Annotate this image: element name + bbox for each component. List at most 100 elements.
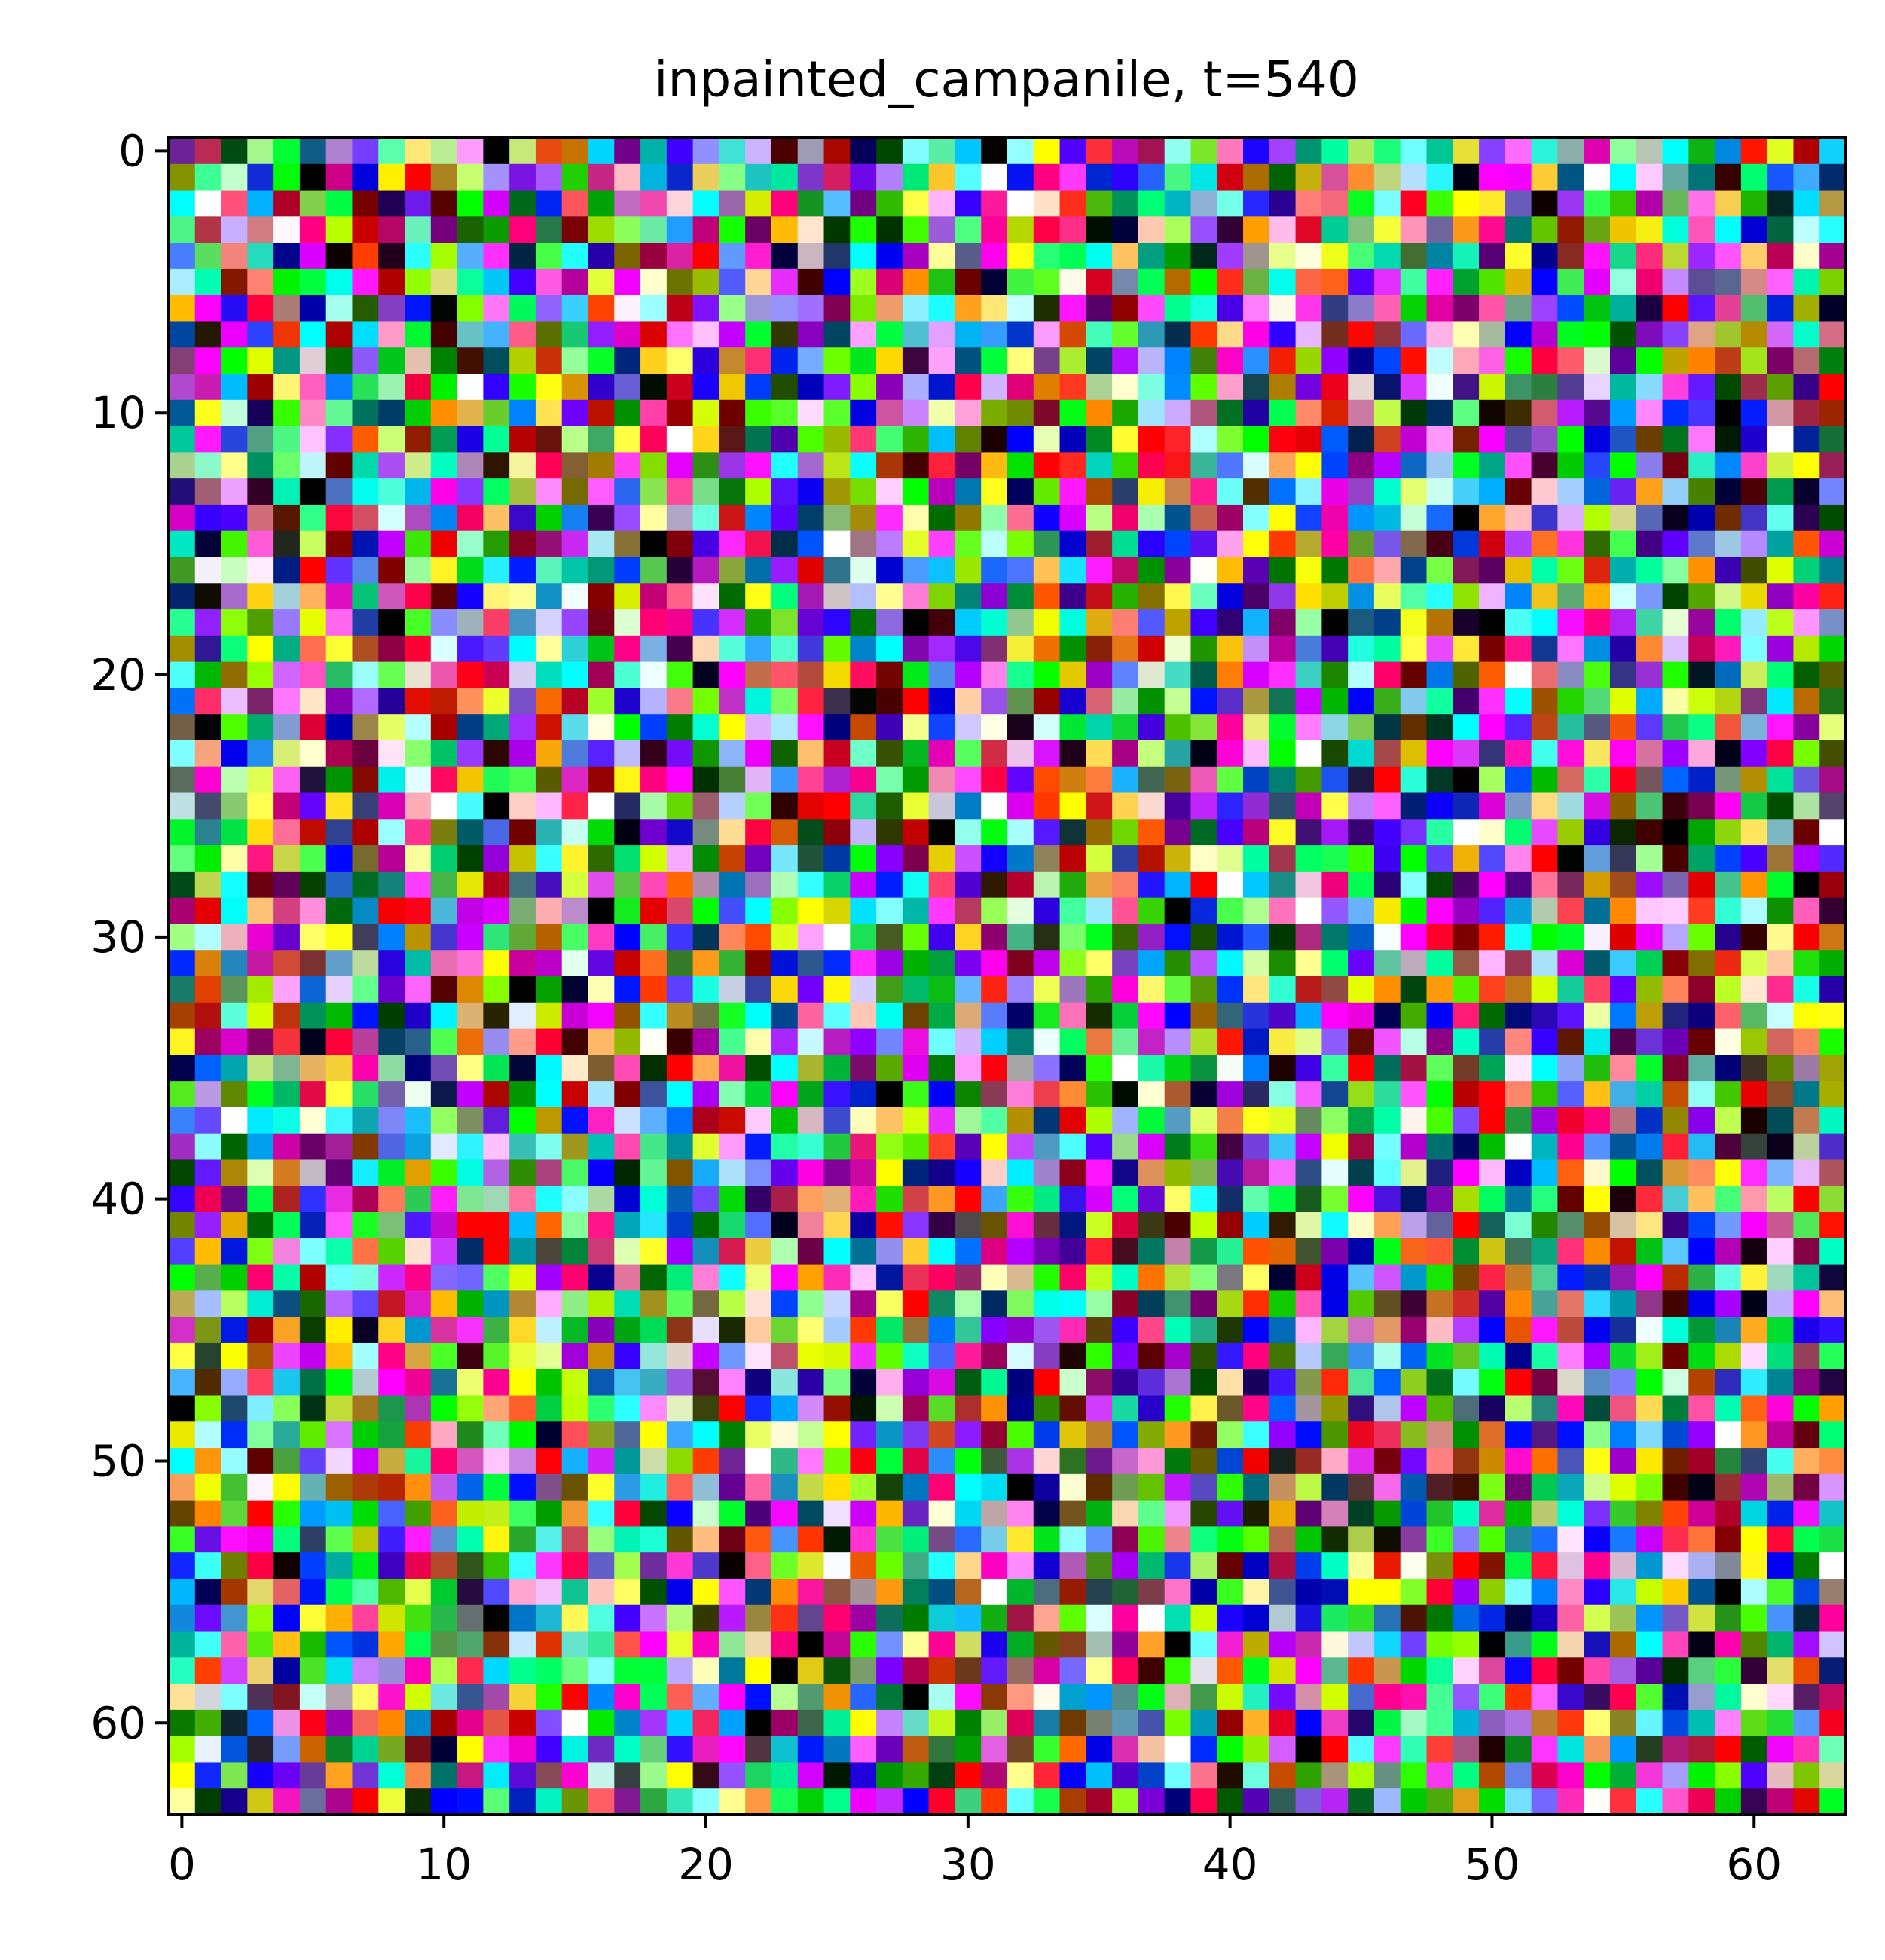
image-pixel [955,374,982,401]
image-pixel [273,1133,301,1161]
image-pixel [1819,1290,1847,1317]
image-pixel [614,1709,641,1737]
image-pixel [981,1604,1008,1632]
image-pixel [1164,1473,1192,1501]
image-pixel [850,924,877,951]
image-pixel [1793,1448,1820,1475]
image-pixel [1112,1317,1139,1344]
image-pixel [457,295,484,322]
image-pixel [221,374,248,401]
image-pixel [588,792,615,820]
image-pixel [1453,1369,1480,1397]
image-pixel [483,1500,510,1528]
image-pixel [221,1028,248,1055]
image-pixel [221,688,248,715]
image-pixel [1819,1238,1847,1265]
image-pixel [719,950,746,977]
image-pixel [902,1369,930,1397]
image-pixel [1740,688,1768,715]
image-pixel [1269,190,1297,217]
image-pixel [1007,1238,1034,1265]
image-pixel [1243,190,1270,217]
image-pixel [797,766,825,794]
image-pixel [955,583,982,610]
image-pixel [666,1055,694,1082]
image-pixel [535,1028,563,1055]
image-pixel [1740,1342,1768,1370]
image-pixel [1609,268,1637,296]
image-pixel [1112,766,1139,794]
image-pixel [797,1159,825,1186]
image-pixel [273,1604,301,1632]
image-pixel [1295,740,1322,768]
image-pixel [1793,1762,1820,1789]
image-pixel [1086,792,1113,820]
image-pixel [588,897,615,925]
image-pixel [1453,897,1480,925]
image-pixel [876,1081,903,1108]
image-pixel [1164,583,1192,610]
image-pixel [1819,1421,1847,1449]
image-pixel [194,871,222,899]
image-pixel [1531,1500,1559,1528]
image-pixel [1715,1317,1742,1344]
image-pixel [823,557,851,584]
image-pixel [273,1107,301,1134]
image-pixel [797,1369,825,1397]
image-pixel [588,1002,615,1030]
image-pixel [1715,530,1742,558]
image-pixel [1479,924,1506,951]
image-pixel [169,1212,196,1239]
image-pixel [1819,1788,1847,1815]
image-pixel [797,1107,825,1134]
image-pixel [955,426,982,453]
image-pixel [981,792,1008,820]
image-pixel [247,1159,274,1186]
image-pixel [221,138,248,165]
image-pixel [1584,1238,1611,1265]
image-pixel [902,924,930,951]
image-pixel [1767,1788,1795,1815]
image-pixel [1243,1684,1270,1711]
image-pixel [981,583,1008,610]
image-pixel [1007,295,1034,322]
image-pixel [1295,268,1322,296]
image-pixel [378,1631,405,1658]
image-pixel [666,1081,694,1108]
image-pixel [1348,1709,1375,1737]
image-pixel [1190,1186,1217,1213]
image-pixel [1295,635,1322,663]
image-pixel [1138,688,1166,715]
image-pixel [1086,1762,1113,1789]
image-pixel [771,871,799,899]
image-pixel [1426,688,1453,715]
image-pixel [405,845,432,872]
image-pixel [1636,1788,1664,1815]
image-pixel [850,688,877,715]
image-pixel [1426,138,1453,165]
image-pixel [1086,190,1113,217]
image-pixel [1112,1500,1139,1528]
image-pixel [1557,1055,1584,1082]
image-pixel [588,478,615,505]
image-pixel [299,1107,327,1134]
image-pixel [1767,924,1795,951]
image-pixel [1715,1342,1742,1370]
image-pixel [823,243,851,270]
image-pixel [1400,1081,1428,1108]
image-pixel [352,609,379,637]
image-pixel [247,557,274,584]
image-pixel [1479,661,1506,689]
image-pixel [850,426,877,453]
image-pixel [457,635,484,663]
image-pixel [1007,163,1034,191]
image-pixel [823,1238,851,1265]
image-pixel [1793,950,1820,977]
image-pixel [1662,243,1689,270]
image-pixel [1138,845,1166,872]
image-pixel [483,1028,510,1055]
image-pixel [1059,374,1086,401]
image-pixel [1295,1552,1322,1580]
image-pixel [273,426,301,453]
